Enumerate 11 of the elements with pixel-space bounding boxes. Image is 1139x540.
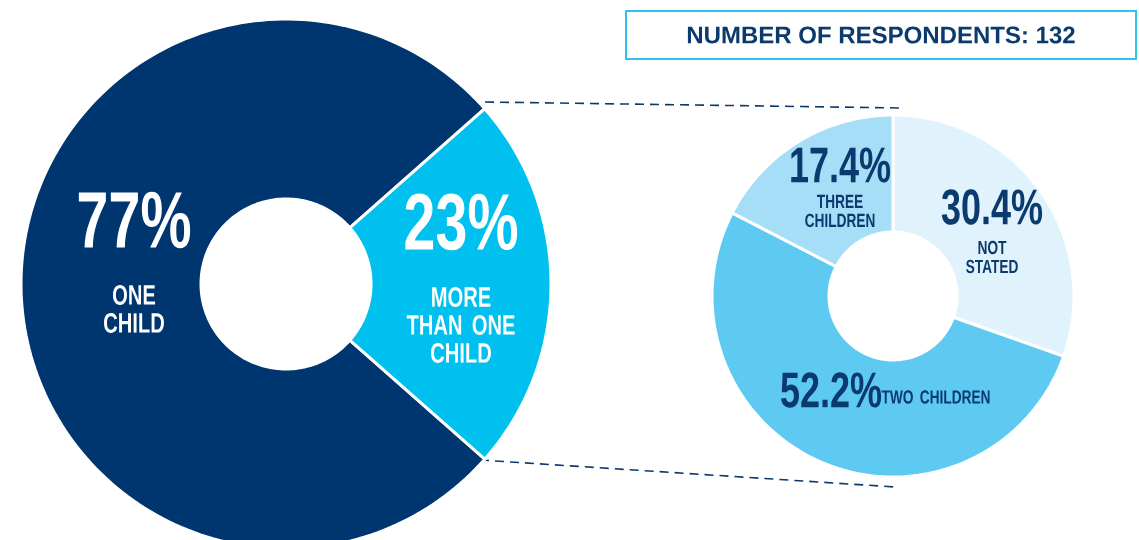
- data-label: 17.4%: [791, 147, 891, 183]
- slice-label: TWO CHILDREN: [881, 390, 990, 404]
- text: NUMBER OF RESPONDENTS: 132: [687, 26, 1075, 44]
- data-label: 23%: [405, 193, 518, 251]
- data-label: 77%: [78, 191, 191, 249]
- slice-label: MORE THAN ONE CHILD: [406, 287, 515, 363]
- slice-label: THREE CHILDREN: [805, 194, 875, 228]
- slice-label: NOT STATED: [966, 240, 1018, 274]
- data-label: 52.2%: [781, 372, 882, 408]
- slice-label: ONE CHILD: [104, 285, 164, 333]
- data-label: 30.4%: [941, 189, 1043, 225]
